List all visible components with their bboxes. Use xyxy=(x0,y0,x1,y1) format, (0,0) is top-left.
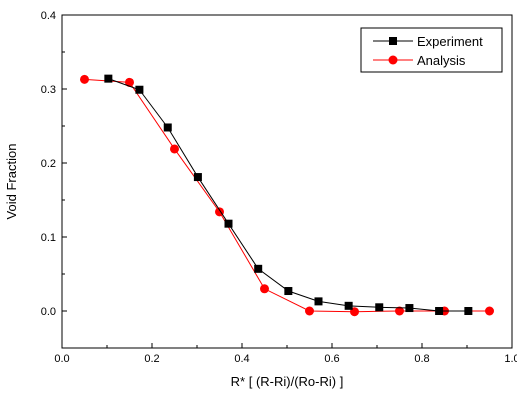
y-tick-label: 0.1 xyxy=(41,232,56,244)
series-experiment xyxy=(104,74,473,315)
series-analysis xyxy=(80,74,494,317)
data-point-analysis xyxy=(395,306,404,316)
legend-label: Analysis xyxy=(417,53,466,68)
data-point-analysis xyxy=(125,77,134,87)
data-point-experiment xyxy=(314,297,323,306)
x-tick-label: 0.4 xyxy=(234,353,249,365)
y-tick-label: 0.4 xyxy=(41,10,56,22)
series-layer xyxy=(80,74,494,317)
y-axis-ticks: 0.0 0.1 0.2 0.3 0.4 xyxy=(41,10,67,349)
data-point-experiment xyxy=(163,123,172,132)
data-point-experiment xyxy=(284,287,293,296)
data-point-analysis xyxy=(305,306,314,316)
data-point-experiment xyxy=(435,307,444,315)
legend-swatch-marker xyxy=(388,55,398,65)
data-point-analysis xyxy=(80,74,89,84)
data-point-experiment xyxy=(464,307,473,315)
x-axis-label: R* [ (R-Ri)/(Ro-Ri) ] xyxy=(231,374,344,389)
data-point-experiment xyxy=(135,85,144,94)
data-point-experiment xyxy=(254,264,263,273)
data-point-analysis xyxy=(170,144,179,154)
series-line-analysis xyxy=(84,78,490,313)
legend-item-experiment: Experiment xyxy=(373,34,483,49)
y-axis-label: Void Fraction xyxy=(4,144,19,220)
y-tick-label: 0.2 xyxy=(41,158,56,170)
data-point-experiment xyxy=(344,301,353,310)
x-tick-label: 0.6 xyxy=(324,353,339,365)
x-tick-label: 1.0 xyxy=(504,353,517,365)
data-point-experiment xyxy=(193,173,202,182)
x-tick-label: 0.2 xyxy=(144,353,159,365)
y-tick-label: 0.0 xyxy=(41,306,56,318)
x-axis-ticks: 0.0 0.2 0.4 0.6 0.8 1.0 xyxy=(54,343,517,365)
series-line-experiment xyxy=(108,78,469,312)
x-tick-label: 0.8 xyxy=(414,353,429,365)
legend: Experiment Analysis xyxy=(360,27,503,73)
data-point-experiment xyxy=(405,304,414,313)
legend-box xyxy=(360,27,503,73)
data-point-experiment xyxy=(104,74,113,83)
legend-item-analysis: Analysis xyxy=(373,53,466,68)
data-point-analysis xyxy=(260,284,269,294)
y-tick-label: 0.3 xyxy=(41,84,56,96)
data-point-experiment xyxy=(224,219,233,228)
data-point-experiment xyxy=(375,303,384,312)
data-point-analysis xyxy=(485,306,494,316)
legend-label: Experiment xyxy=(417,34,483,49)
x-tick-label: 0.0 xyxy=(54,353,69,365)
legend-swatch-marker xyxy=(389,37,397,45)
